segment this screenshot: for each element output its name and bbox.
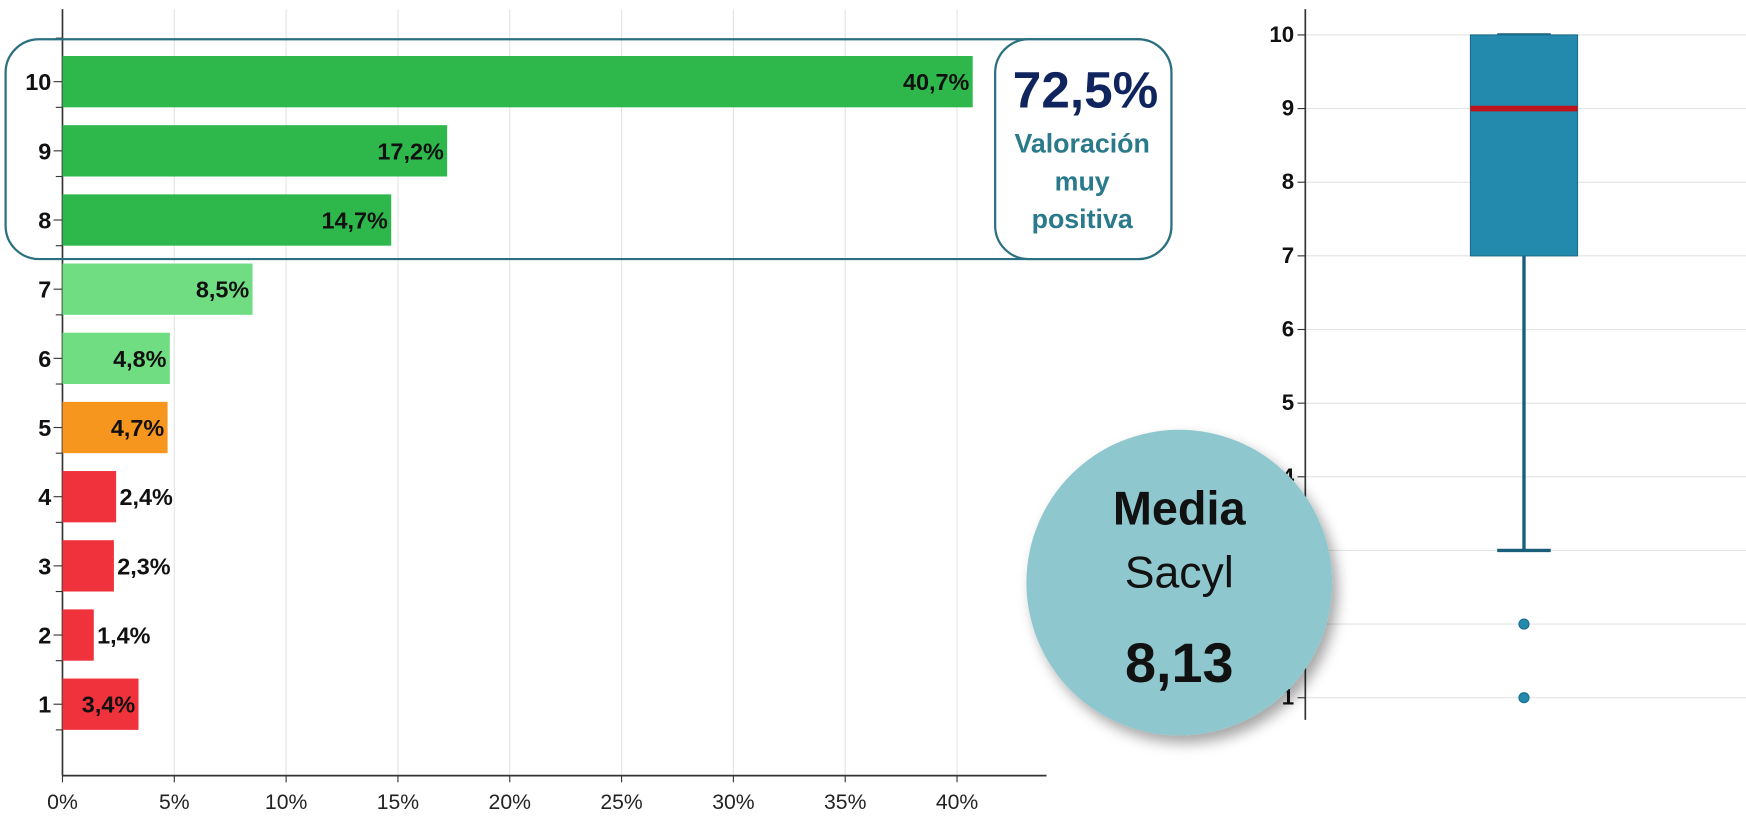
x-tick-label: 35% xyxy=(824,791,867,814)
x-tick-label: 5% xyxy=(159,791,190,814)
y-tick-label: 7 xyxy=(38,277,51,303)
y-tick-label: 3 xyxy=(38,553,51,579)
bar xyxy=(62,540,114,592)
bar xyxy=(62,56,973,108)
y-tick-label: 6 xyxy=(38,346,51,372)
highlight-box xyxy=(994,38,1173,261)
x-tick-label: 25% xyxy=(600,791,643,814)
highlight-text: muy xyxy=(1055,166,1110,196)
y-tick-label: 1 xyxy=(38,692,51,718)
x-tick-label: 15% xyxy=(377,791,420,814)
x-tick-label: 0% xyxy=(47,791,78,814)
x-tick-label: 40% xyxy=(936,791,979,814)
y-tick-label: 6 xyxy=(1282,317,1294,342)
outlier xyxy=(1518,692,1530,704)
circle-text: Media xyxy=(1113,483,1247,535)
y-tick-label: 7 xyxy=(1282,243,1294,268)
data-label: 17,2% xyxy=(377,138,444,164)
data-label: 4,8% xyxy=(113,346,167,372)
circle-text: Sacyl xyxy=(1125,549,1234,598)
bar xyxy=(62,678,139,730)
data-label: 1,4% xyxy=(97,622,151,648)
x-tick-label: 30% xyxy=(712,791,755,814)
highlight-text: positiva xyxy=(1032,204,1134,234)
mean-circle xyxy=(1026,429,1333,736)
y-tick-label: 5 xyxy=(38,415,51,441)
data-label: 8,5% xyxy=(196,277,250,303)
data-label: 4,7% xyxy=(111,415,165,441)
y-tick-label: 10 xyxy=(25,69,51,95)
bar xyxy=(62,471,117,523)
highlight-value: 72,5% xyxy=(1013,62,1159,119)
bar xyxy=(62,332,170,385)
bar xyxy=(62,401,168,454)
data-label: 3,4% xyxy=(82,692,136,718)
highlight-text: Valoración xyxy=(1014,128,1149,158)
x-tick-label: 10% xyxy=(265,791,308,814)
data-label: 40,7% xyxy=(903,69,970,95)
y-tick-label: 2 xyxy=(38,622,51,648)
box xyxy=(1469,34,1579,257)
y-tick-label: 9 xyxy=(38,138,51,164)
circle-text: 8,13 xyxy=(1125,632,1234,694)
y-tick-label: 5 xyxy=(1282,390,1294,415)
bar xyxy=(62,194,392,246)
y-tick-label: 10 xyxy=(1269,22,1294,47)
bar xyxy=(62,125,448,177)
y-tick-label: 8 xyxy=(38,207,51,233)
y-tick-label: 8 xyxy=(1282,169,1294,194)
y-tick-label: 9 xyxy=(1282,96,1294,121)
bar xyxy=(62,263,253,315)
outlier xyxy=(1518,618,1530,630)
x-tick-label: 20% xyxy=(489,791,532,814)
data-label: 2,4% xyxy=(119,484,173,510)
data-label: 2,3% xyxy=(117,553,171,579)
data-label: 14,7% xyxy=(322,207,389,233)
bar xyxy=(62,609,94,661)
y-tick-label: 4 xyxy=(38,484,51,510)
